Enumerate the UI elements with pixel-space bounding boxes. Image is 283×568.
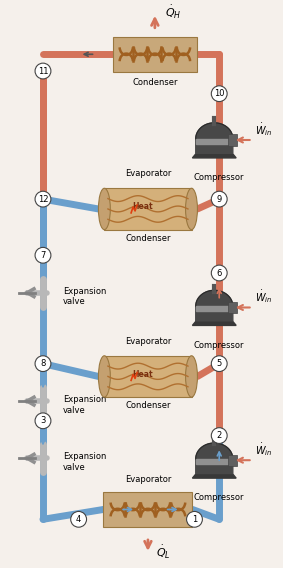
Circle shape (186, 511, 202, 527)
Polygon shape (196, 459, 233, 464)
Bar (104, 356, 192, 397)
Text: Expansion
valve: Expansion valve (63, 395, 106, 415)
Ellipse shape (98, 356, 110, 397)
Text: Heat: Heat (133, 370, 153, 379)
Text: Evaporator: Evaporator (125, 475, 171, 484)
Circle shape (35, 248, 51, 263)
Text: 11: 11 (38, 66, 48, 76)
Circle shape (211, 86, 227, 102)
FancyBboxPatch shape (228, 135, 237, 145)
Text: 2: 2 (216, 431, 222, 440)
FancyBboxPatch shape (228, 454, 237, 466)
Text: Compressor: Compressor (194, 173, 245, 182)
Polygon shape (196, 123, 233, 153)
Circle shape (35, 413, 51, 429)
Polygon shape (192, 474, 236, 478)
Text: Expansion
valve: Expansion valve (63, 452, 106, 471)
Circle shape (35, 356, 51, 371)
Ellipse shape (186, 188, 198, 229)
Text: $\dot{W}_{in}$: $\dot{W}_{in}$ (255, 441, 272, 458)
Ellipse shape (186, 356, 198, 397)
Text: Compressor: Compressor (194, 340, 245, 349)
Text: $\dot{Q}_H$: $\dot{Q}_H$ (165, 3, 181, 20)
Circle shape (211, 265, 227, 281)
Text: Condenser: Condenser (125, 233, 171, 243)
Text: 12: 12 (38, 195, 48, 203)
Text: Evaporator: Evaporator (125, 337, 171, 346)
Text: 9: 9 (216, 195, 222, 203)
Text: Evaporator: Evaporator (125, 169, 171, 178)
Text: $\dot{W}_{in}$: $\dot{W}_{in}$ (255, 289, 272, 306)
Polygon shape (196, 443, 233, 474)
Circle shape (71, 511, 87, 527)
Polygon shape (196, 139, 233, 144)
Text: 1: 1 (192, 515, 197, 524)
FancyBboxPatch shape (103, 492, 192, 527)
Text: Heat: Heat (133, 202, 153, 211)
Ellipse shape (98, 188, 110, 229)
Text: Condenser: Condenser (132, 78, 178, 87)
Text: Compressor: Compressor (194, 493, 245, 502)
Text: 4: 4 (76, 515, 81, 524)
Text: 10: 10 (214, 89, 224, 98)
Circle shape (35, 63, 51, 79)
Polygon shape (192, 321, 236, 325)
Text: 3: 3 (40, 416, 46, 425)
Polygon shape (192, 153, 236, 158)
Text: 7: 7 (40, 250, 46, 260)
Text: $\dot{Q}_L$: $\dot{Q}_L$ (156, 544, 171, 561)
Circle shape (35, 191, 51, 207)
Bar (104, 188, 192, 229)
Circle shape (211, 356, 227, 371)
Text: 8: 8 (40, 359, 46, 368)
Circle shape (211, 191, 227, 207)
Text: 5: 5 (216, 359, 222, 368)
Polygon shape (196, 307, 233, 311)
Text: Expansion
valve: Expansion valve (63, 287, 106, 306)
Text: 6: 6 (216, 269, 222, 278)
FancyBboxPatch shape (228, 302, 237, 313)
Polygon shape (196, 290, 233, 321)
Text: Condenser: Condenser (125, 401, 171, 410)
Text: $\dot{W}_{in}$: $\dot{W}_{in}$ (255, 121, 272, 138)
Circle shape (211, 428, 227, 444)
FancyBboxPatch shape (113, 36, 197, 72)
